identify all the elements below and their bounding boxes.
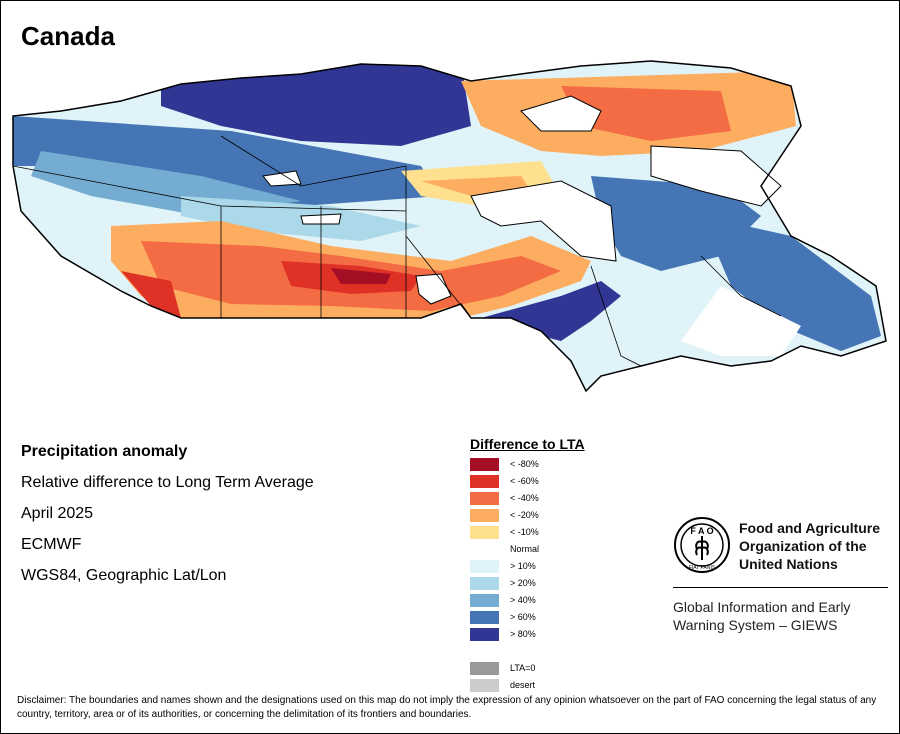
legend-swatch — [470, 560, 499, 573]
legend-swatch — [470, 611, 499, 624]
canada-outline — [12, 60, 887, 393]
legend-title: Difference to LTA — [470, 436, 585, 452]
legend-swatch — [470, 662, 499, 675]
legend-swatch — [470, 492, 499, 505]
legend-item: > 60% — [470, 609, 585, 626]
legend-label: < -20% — [510, 510, 539, 520]
map-heading: Precipitation anomaly — [21, 443, 188, 460]
legend-swatch — [470, 577, 499, 590]
fao-logo: F A O FIAT PANIS Food and Agriculture Or… — [673, 516, 880, 579]
great-bear-lake — [262, 170, 302, 187]
map-subtitle: Relative difference to Long Term Average — [21, 474, 314, 491]
fao-org-line-2: Organization of the — [739, 538, 867, 554]
map-info-block: Precipitation anomaly Relative differenc… — [21, 441, 314, 596]
legend-label: > 20% — [510, 578, 536, 588]
disclaimer: Disclaimer: The boundaries and names sho… — [17, 695, 877, 720]
legend-label: desert — [510, 680, 536, 690]
map-period: April 2025 — [21, 505, 94, 522]
province-boundaries — [12, 135, 782, 367]
legend-label: > 80% — [510, 629, 536, 639]
legend-label: < -10% — [510, 527, 539, 537]
legend-swatch — [470, 594, 499, 607]
logo-divider — [673, 587, 888, 588]
legend-item: < -60% — [470, 473, 585, 490]
baffin-dry-zone — [561, 86, 731, 141]
legend: Difference to LTA < -80% < -60% < -40% < -2… — [470, 436, 585, 694]
legend-items: < -80% < -60% < -40% < -20% < -10% Normal > 10… — [470, 456, 585, 694]
legend-swatch — [470, 628, 499, 641]
legend-swatch — [470, 475, 499, 488]
legend-item: > 20% — [470, 575, 585, 592]
legend-item: < -40% — [470, 490, 585, 507]
legend-swatch — [470, 458, 499, 471]
legend-label: < -60% — [510, 476, 539, 486]
legend-label: LTA=0 — [510, 663, 536, 673]
emblem-letters: F A O — [690, 526, 713, 536]
map-source: ECMWF — [21, 536, 82, 553]
maritimes-normal-zone — [681, 286, 801, 356]
fao-org-line-3: United Nations — [739, 556, 838, 572]
legend-item: > 80% — [470, 626, 585, 643]
arctic-wet-zone — [161, 61, 471, 146]
legend-swatch — [470, 526, 499, 539]
emblem-motto: FIAT PANIS — [689, 565, 716, 571]
anomaly-fields — [13, 61, 886, 391]
fao-org-line-1: Food and Agriculture — [739, 520, 881, 536]
legend-label: < -40% — [510, 493, 539, 503]
bc-dry-patch — [121, 271, 181, 318]
legend-item: < -20% — [470, 507, 585, 524]
driest-core — [331, 268, 391, 284]
foxe-basin — [520, 95, 602, 132]
legend-item: Normal — [470, 541, 585, 558]
giews-line-2: Warning System – GIEWS — [673, 617, 838, 633]
fao-emblem-icon: F A O FIAT PANIS — [674, 517, 730, 573]
map-title: Canada — [21, 21, 115, 51]
legend-label: > 40% — [510, 595, 536, 605]
legend-label: < -80% — [510, 459, 539, 469]
legend-label: Normal — [510, 544, 540, 554]
central-moist-band — [181, 196, 421, 241]
legend-item: LTA=0 — [470, 660, 585, 677]
northwest-wet-band — [13, 116, 441, 206]
legend-item: < -10% — [470, 524, 585, 541]
legend-swatch — [470, 509, 499, 522]
legend-label: > 60% — [510, 612, 536, 622]
map-projection: WGS84, Geographic Lat/Lon — [21, 567, 227, 584]
legend-item — [470, 643, 585, 660]
legend-item: > 40% — [470, 592, 585, 609]
giews-label: Global Information and Early Warning Sys… — [673, 598, 850, 634]
ungava-region — [650, 145, 782, 207]
giews-line-1: Global Information and Early — [673, 599, 851, 615]
legend-label: > 10% — [510, 561, 536, 571]
legend-item: < -80% — [470, 456, 585, 473]
hudson-bay — [470, 180, 617, 262]
atlantic-wet-zone — [701, 216, 881, 351]
legend-item: > 10% — [470, 558, 585, 575]
fao-org-name: Food and Agriculture Organization of the… — [739, 519, 880, 573]
legend-item: desert — [470, 677, 585, 694]
precipitation-map — [12, 60, 887, 393]
legend-swatch — [470, 679, 499, 692]
